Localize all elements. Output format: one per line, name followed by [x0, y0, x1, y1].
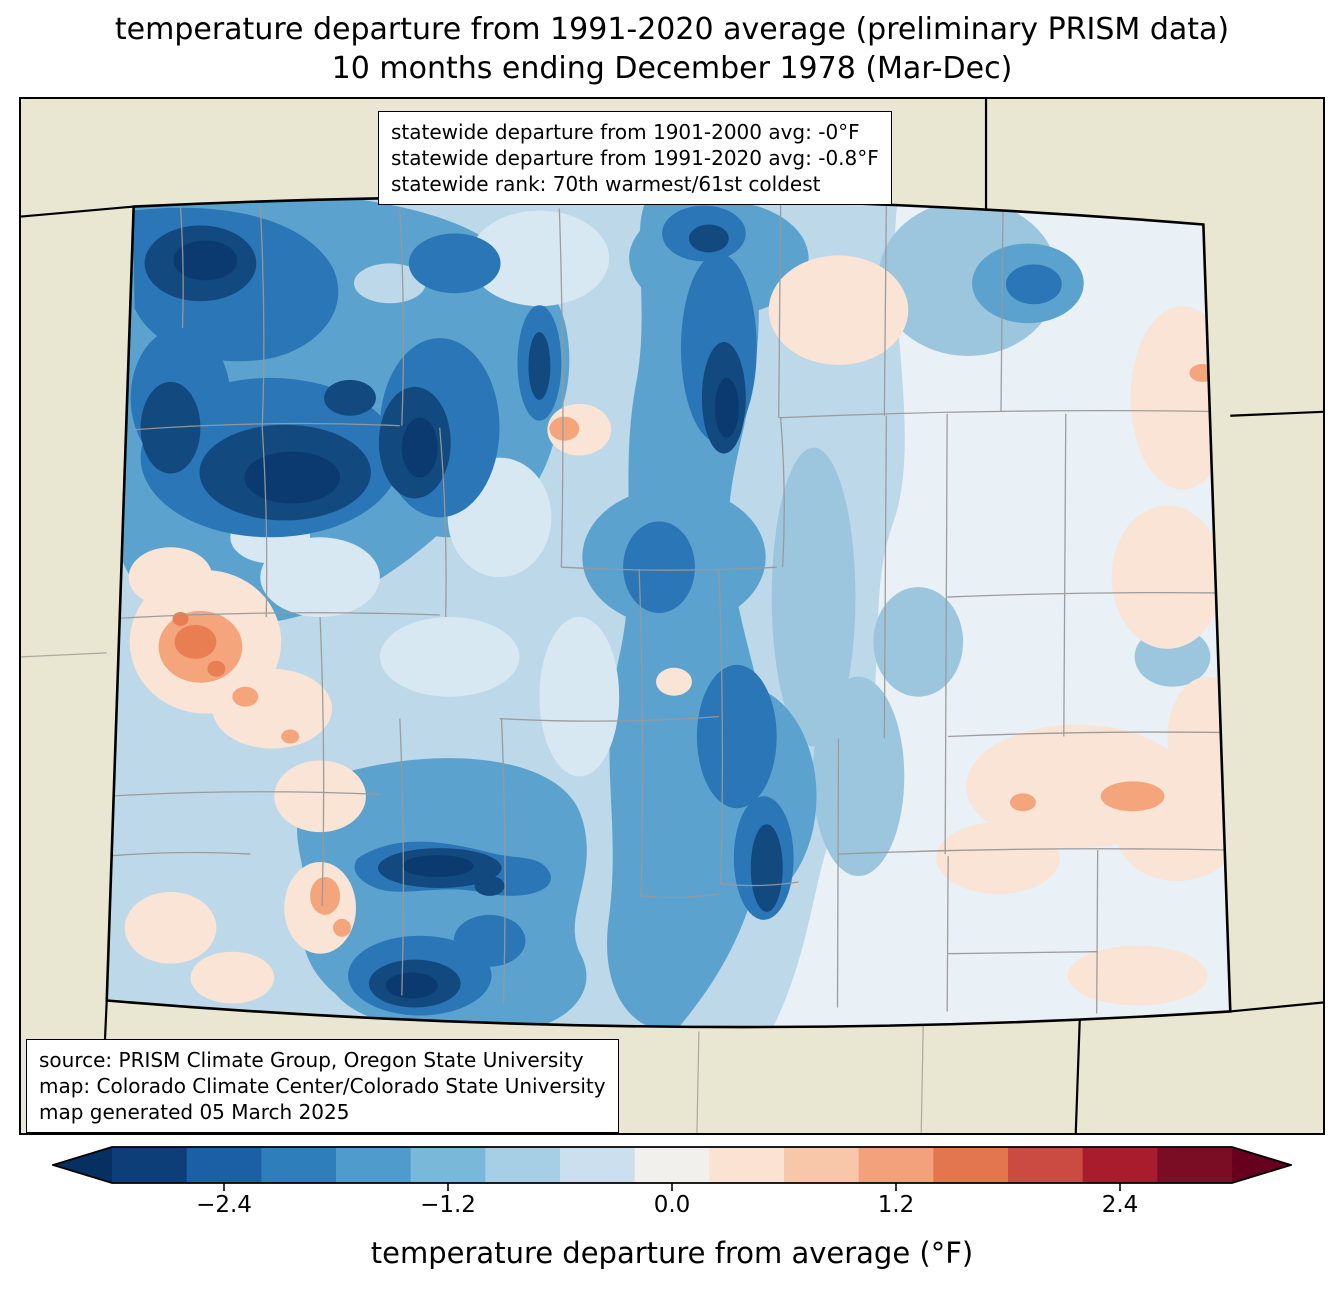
colorbar-arrow-right — [1232, 1147, 1291, 1183]
statewide-stats-box: statewide departure from 1901-2000 avg: … — [378, 111, 892, 205]
county-boundaries — [106, 202, 1231, 1014]
stat-line-1991-2020: statewide departure from 1991-2020 avg: … — [391, 146, 879, 170]
figure-title: temperature departure from 1991-2020 ave… — [0, 10, 1344, 88]
generated-date-line: map generated 05 March 2025 — [39, 1100, 350, 1124]
colorbar-tick-label-5: 2.4 — [1101, 1192, 1139, 1218]
colorbar-segments — [112, 1147, 1233, 1183]
state-fill-blobs — [106, 196, 1231, 1028]
source-attribution-box: source: PRISM Climate Group, Oregon Stat… — [26, 1039, 619, 1133]
outside-admin-lines — [21, 652, 924, 1133]
colorbar-outline — [49, 1146, 1295, 1184]
map-axes — [19, 97, 1325, 1135]
colorbar-tick-label-2: −1.2 — [420, 1192, 476, 1218]
colorbar-tick-label-4: 1.2 — [877, 1192, 915, 1218]
source-line: source: PRISM Climate Group, Oregon Stat… — [39, 1048, 584, 1072]
stat-line-rank: statewide rank: 70th warmest/61st coldes… — [391, 172, 821, 196]
map-credit-line: map: Colorado Climate Center/Colorado St… — [39, 1074, 606, 1098]
colorbar-tick-label-1: −2.4 — [196, 1192, 252, 1218]
title-line-2: 10 months ending December 1978 (Mar-Dec) — [331, 51, 1013, 86]
colorbar-arrow-left — [53, 1147, 112, 1183]
map-canvas — [21, 99, 1323, 1133]
colorbar-tick-label-3: 0.0 — [653, 1192, 691, 1218]
neighbor-state-borders — [21, 99, 1323, 1133]
stat-line-1901-2000: statewide departure from 1901-2000 avg: … — [391, 120, 860, 144]
colorbar-axis-label: temperature departure from average (°F) — [370, 1236, 974, 1270]
colorbar-tick-marks — [223, 1183, 1121, 1191]
colorbar — [49, 1146, 1295, 1193]
title-line-1: temperature departure from 1991-2020 ave… — [114, 12, 1230, 47]
